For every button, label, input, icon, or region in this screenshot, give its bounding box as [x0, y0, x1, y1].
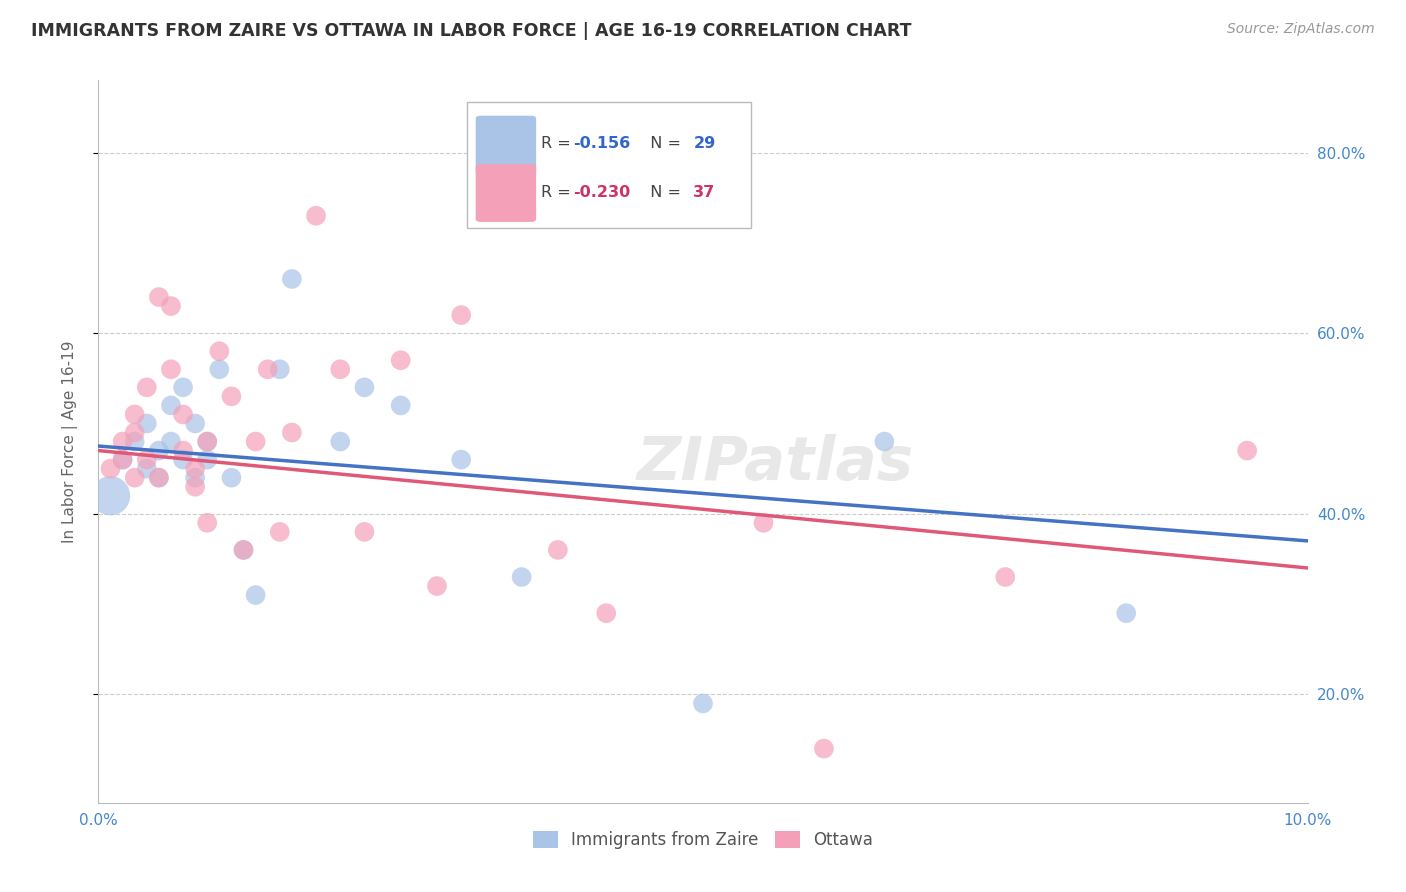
Point — [281, 425, 304, 440]
Point — [135, 452, 157, 467]
FancyBboxPatch shape — [467, 102, 751, 228]
Text: -0.230: -0.230 — [574, 185, 631, 200]
Point — [148, 471, 170, 485]
Point — [221, 471, 243, 485]
Point — [305, 209, 328, 223]
Point — [353, 380, 375, 394]
Point — [195, 452, 218, 467]
Point — [595, 606, 617, 620]
Text: 29: 29 — [693, 136, 716, 152]
Point — [256, 362, 278, 376]
Y-axis label: In Labor Force | Age 16-19: In Labor Force | Age 16-19 — [62, 340, 77, 543]
Point — [389, 398, 412, 412]
Point — [135, 417, 157, 431]
Point — [172, 408, 194, 422]
Point — [221, 389, 243, 403]
Text: -0.156: -0.156 — [574, 136, 631, 152]
Point — [111, 452, 134, 467]
Point — [160, 362, 183, 376]
Point — [172, 380, 194, 394]
Point — [269, 524, 291, 539]
Point — [195, 434, 218, 449]
Point — [232, 542, 254, 557]
Point — [208, 362, 231, 376]
Text: R =: R = — [541, 185, 576, 200]
Point — [160, 299, 183, 313]
Point — [100, 489, 122, 503]
Legend: Immigrants from Zaire, Ottawa: Immigrants from Zaire, Ottawa — [526, 824, 880, 856]
Point — [547, 542, 569, 557]
Point — [752, 516, 775, 530]
Text: N =: N = — [640, 136, 686, 152]
Point — [994, 570, 1017, 584]
Point — [245, 434, 267, 449]
Point — [124, 408, 146, 422]
Point — [135, 461, 157, 475]
Point — [160, 434, 183, 449]
Point — [329, 434, 352, 449]
Point — [184, 417, 207, 431]
Point — [124, 471, 146, 485]
Point — [450, 308, 472, 322]
Text: IMMIGRANTS FROM ZAIRE VS OTTAWA IN LABOR FORCE | AGE 16-19 CORRELATION CHART: IMMIGRANTS FROM ZAIRE VS OTTAWA IN LABOR… — [31, 22, 911, 40]
Text: 37: 37 — [693, 185, 716, 200]
Point — [135, 380, 157, 394]
Point — [148, 471, 170, 485]
FancyBboxPatch shape — [475, 116, 536, 173]
Point — [329, 362, 352, 376]
Point — [160, 398, 183, 412]
Point — [111, 434, 134, 449]
Point — [124, 434, 146, 449]
Point — [450, 452, 472, 467]
Point — [172, 443, 194, 458]
Point — [184, 471, 207, 485]
Text: N =: N = — [640, 185, 686, 200]
Point — [100, 461, 122, 475]
Point — [208, 344, 231, 359]
Point — [148, 443, 170, 458]
Point — [195, 434, 218, 449]
Point — [245, 588, 267, 602]
Point — [281, 272, 304, 286]
Point — [172, 452, 194, 467]
Point — [195, 516, 218, 530]
Point — [353, 524, 375, 539]
Point — [148, 290, 170, 304]
Point — [184, 480, 207, 494]
Point — [692, 697, 714, 711]
Text: R =: R = — [541, 136, 576, 152]
FancyBboxPatch shape — [475, 164, 536, 222]
Point — [232, 542, 254, 557]
Point — [184, 461, 207, 475]
Point — [269, 362, 291, 376]
Point — [813, 741, 835, 756]
Text: Source: ZipAtlas.com: Source: ZipAtlas.com — [1227, 22, 1375, 37]
Point — [389, 353, 412, 368]
Point — [1115, 606, 1137, 620]
Point — [1236, 443, 1258, 458]
Point — [426, 579, 449, 593]
Text: ZIPatlas: ZIPatlas — [637, 434, 914, 492]
Point — [124, 425, 146, 440]
Point — [510, 570, 533, 584]
Point — [111, 452, 134, 467]
Point — [873, 434, 896, 449]
